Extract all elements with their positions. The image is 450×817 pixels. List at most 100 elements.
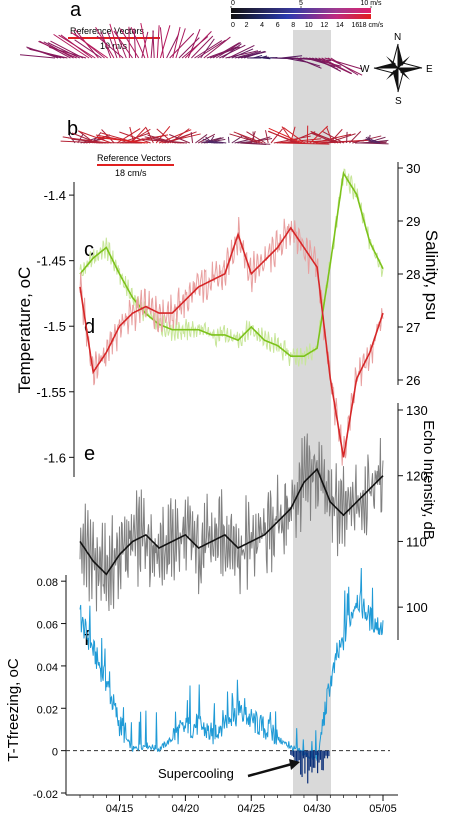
current-vector [312, 132, 342, 144]
sal-tick-label: 28 [406, 267, 420, 282]
temperature-raw-line [79, 216, 384, 466]
current-vector [227, 136, 230, 144]
wind-vector [191, 35, 214, 59]
current-vector [127, 128, 151, 144]
wind-vector [222, 43, 242, 59]
tf-tick-label: 0.02 [37, 704, 58, 716]
colorbar-top-ticks: 0 5 10 m/s [230, 0, 382, 8]
colorbar-bottom-ticks: 0 2 4 6 8 10 12 14 16 18 cm/s [231, 22, 384, 29]
supercooling-arrowhead [289, 759, 300, 770]
colorbar-bottom-tick-label: 14 [336, 22, 344, 29]
wind-vector [74, 39, 102, 59]
current-vector [322, 131, 345, 144]
current-vector [153, 139, 188, 144]
temp-tick-label: -1.45 [36, 254, 66, 269]
wind-vector [212, 42, 240, 59]
current-vector [273, 135, 311, 144]
current-vector [129, 126, 135, 144]
tf-tick-label: -0.02 [33, 789, 58, 801]
colorbar-current [231, 14, 371, 19]
compass-south: S [395, 96, 402, 107]
sal-tick-label: 26 [406, 373, 420, 388]
echo-tick-label: 120 [406, 469, 428, 484]
current-vector [312, 133, 352, 144]
panel-label-b: b [67, 118, 78, 140]
compass-north: N [394, 32, 401, 43]
tfreeze-series [79, 567, 384, 784]
colorbar-bottom-tick-label: 4 [260, 22, 264, 29]
current-vector [365, 138, 378, 144]
colorbar-bottom-tick-label: 12 [320, 22, 328, 29]
colorbar-bottom-tick-label: 6 [276, 22, 280, 29]
time-tick-label: 04/30 [303, 803, 331, 815]
salinity-series [79, 168, 384, 367]
temperature-smoothed-line [79, 226, 384, 458]
wind-vector [219, 44, 246, 59]
current-vector [156, 128, 174, 144]
temp-tick-label: -1.5 [44, 319, 66, 334]
wind-vector [166, 34, 180, 59]
compass-west: W [360, 64, 370, 75]
current-vector [60, 140, 104, 144]
wind-vector [215, 42, 242, 59]
panel-label-e: e [84, 443, 95, 465]
salinity-smoothed-line [79, 170, 384, 357]
wind-vector [19, 54, 56, 59]
time-tick-label: 04/15 [106, 803, 134, 815]
colorbar-bottom-tick-label: 2 [245, 22, 249, 29]
temperature-series [79, 216, 384, 466]
tf-tick-label: 0.08 [37, 577, 58, 589]
temp-tick-label: -1.6 [44, 450, 66, 465]
current-vector [268, 127, 303, 144]
wind-vector [109, 23, 121, 59]
tf-tick-label: 0 [52, 747, 58, 759]
wind-vector [243, 50, 266, 59]
current-vector [195, 134, 208, 144]
wind-vector [96, 35, 124, 59]
current-vector [119, 131, 151, 144]
current-vector [229, 133, 260, 144]
current-reference-scale: 18 cm/s [115, 168, 147, 178]
wind-vector [130, 26, 146, 59]
wind-vector [53, 33, 90, 59]
colorbar-bottom-tick-label: 0 [231, 22, 235, 29]
wind-vector [49, 46, 87, 59]
colorbar-top-tick-label: 0 [231, 0, 235, 7]
wind-vector [159, 27, 164, 59]
wind-vector [330, 57, 359, 76]
salinity-axis-title: Salinity, psu [422, 230, 441, 320]
wind-vector [159, 25, 171, 59]
current-vector [370, 138, 381, 144]
colorbar: 0 5 10 m/s 0 2 4 6 8 10 12 14 16 18 cm/s [230, 0, 384, 29]
current-vector [190, 132, 194, 144]
current-vector [169, 128, 190, 144]
temperature-axis-ticks: -1.4 -1.45 -1.5 -1.55 -1.6 [36, 188, 74, 465]
current-vector [197, 133, 216, 144]
current-vector [210, 140, 227, 144]
temp-tick-label: -1.4 [44, 188, 66, 203]
wind-vector [107, 31, 118, 59]
wind-vector [47, 42, 81, 59]
wind-vector [305, 57, 336, 68]
echo-axis-ticks: 100 110 120 130 [398, 403, 428, 615]
wind-vector [114, 29, 127, 59]
panel-label-a: a [70, 0, 82, 21]
wind-vector [156, 25, 160, 59]
wind-reference-scale: 10 m/s [100, 41, 128, 51]
wind-vector [184, 31, 212, 59]
wind-vector [175, 28, 186, 59]
wind-vector [203, 36, 231, 59]
colorbar-bottom-tick-label: 18 cm/s [359, 22, 384, 29]
echo-tick-label: 100 [406, 600, 428, 615]
current-vector-stickplot [60, 125, 389, 145]
current-reference-label: Reference Vectors [97, 153, 172, 163]
sal-tick-label: 30 [406, 161, 420, 176]
current-vector [101, 129, 115, 144]
wind-vector [315, 57, 342, 72]
current-vector [349, 131, 362, 144]
wind-vector [152, 30, 155, 59]
wind-vector [58, 34, 96, 59]
current-vector [283, 127, 305, 144]
current-vector [310, 132, 336, 144]
